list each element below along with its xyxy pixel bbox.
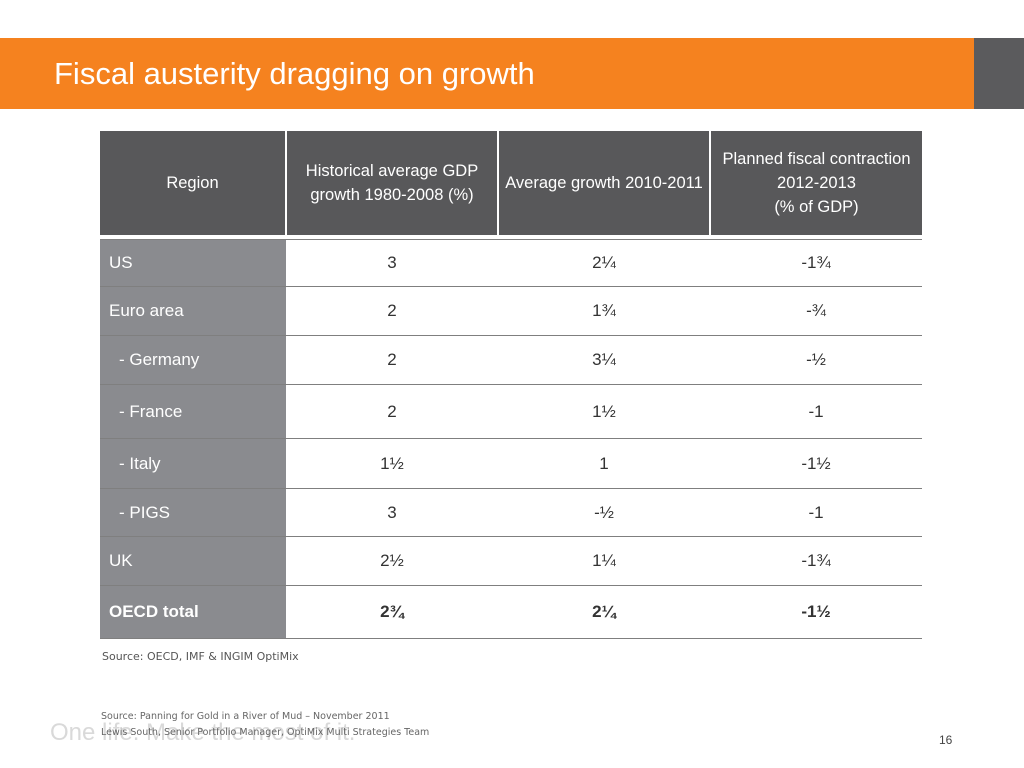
region-cell: Euro area: [100, 286, 286, 336]
contraction-cell: -1¾: [710, 239, 922, 287]
historical-cell: 2¾: [286, 585, 498, 639]
header-growth: Average growth 2010-2011: [497, 131, 710, 235]
fiscal-table: Region Historical average GDP growth 198…: [100, 131, 922, 639]
contraction-cell: -1½: [710, 438, 922, 489]
header-region: Region: [100, 131, 286, 235]
growth-cell: 1½: [498, 384, 710, 439]
table-source: Source: OECD, IMF & INGIM OptiMix: [102, 650, 299, 663]
region-cell: OECD total: [100, 585, 286, 639]
growth-cell: -½: [498, 488, 710, 537]
region-cell: - PIGS: [100, 488, 286, 537]
growth-cell: 2¼: [498, 239, 710, 287]
slide-title: Fiscal austerity dragging on growth: [54, 56, 535, 91]
header-contraction: Planned fiscal contraction 2012-2013 (% …: [709, 131, 922, 235]
footer-author: Lewis South, Senior Portfolio Manager, O…: [101, 727, 430, 738]
historical-cell: 3: [286, 239, 498, 287]
table-row: - Italy 1½ 1 -1½: [100, 438, 922, 489]
historical-cell: 1½: [286, 438, 498, 489]
region-cell: - France: [100, 384, 286, 439]
growth-cell: 1¼: [498, 536, 710, 586]
region-cell: US: [100, 239, 286, 287]
table-row: Euro area 2 1¾ -¾: [100, 286, 922, 336]
table-row: - PIGS 3 -½ -1: [100, 488, 922, 537]
title-side-block: [974, 38, 1024, 109]
table-row: US 3 2¼ -1¾: [100, 239, 922, 287]
table-row: UK 2½ 1¼ -1¾: [100, 536, 922, 586]
historical-cell: 3: [286, 488, 498, 537]
region-cell: - Italy: [100, 438, 286, 489]
historical-cell: 2: [286, 384, 498, 439]
table-row-total: OECD total 2¾ 2¼ -1½: [100, 585, 922, 639]
growth-cell: 1¾: [498, 286, 710, 336]
region-cell: UK: [100, 536, 286, 586]
growth-cell: 1: [498, 438, 710, 489]
growth-cell: 3¼: [498, 335, 710, 385]
contraction-cell: -1: [710, 488, 922, 537]
title-bar: [0, 38, 974, 109]
contraction-cell: -1: [710, 384, 922, 439]
table-header-row: Region Historical average GDP growth 198…: [100, 131, 922, 235]
contraction-cell: -1¾: [710, 536, 922, 586]
footer-source: Source: Panning for Gold in a River of M…: [101, 711, 390, 722]
header-historical: Historical average GDP growth 1980-2008 …: [285, 131, 498, 235]
growth-cell: 2¼: [498, 585, 710, 639]
page-number: 16: [939, 733, 953, 747]
historical-cell: 2: [286, 286, 498, 336]
contraction-cell: -1½: [710, 585, 922, 639]
historical-cell: 2½: [286, 536, 498, 586]
contraction-cell: -½: [710, 335, 922, 385]
region-cell: - Germany: [100, 335, 286, 385]
table-row: - Germany 2 3¼ -½: [100, 335, 922, 385]
table-row: - France 2 1½ -1: [100, 384, 922, 439]
contraction-cell: -¾: [710, 286, 922, 336]
tagline: One life. Make the most of it.: [50, 719, 356, 746]
historical-cell: 2: [286, 335, 498, 385]
